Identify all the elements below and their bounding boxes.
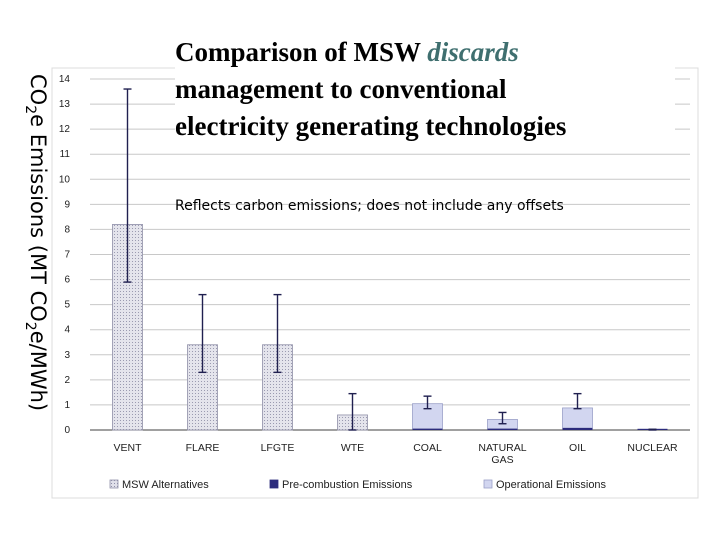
y-label-part-2: e Emissions (MT CO [26,114,50,322]
y-tick-label: 3 [64,350,70,361]
legend-operational-label: Operational Emissions [496,479,607,491]
y-tick-label: 5 [64,300,70,311]
legend-msw-alternatives-label: MSW Alternatives [122,479,209,491]
title-line-1-text: Comparison of MSW [175,37,428,67]
x-tick-label: NATURAL [478,442,526,454]
title-line-1: Comparison of MSW discards [175,34,675,71]
chart-note: Reflects carbon emissions; does not incl… [175,198,564,214]
bar-pre-combustion-emissions [562,427,593,430]
y-tick-label: 1 [64,400,70,411]
x-tick-label: NUCLEAR [627,442,678,454]
x-tick-label: OIL [569,442,586,454]
y-tick-label: 9 [64,199,70,210]
title-line-2: management to conventional [175,74,507,104]
x-tick-label: FLARE [186,442,220,454]
y-tick-label: 4 [64,325,70,336]
y-tick-label: 8 [64,224,70,235]
chart-title: Comparison of MSW discards management to… [175,34,675,145]
bar-operational-emissions [562,407,593,429]
y-label-part-3: e/MWh) [26,330,50,412]
bar-pre-combustion-emissions [412,428,443,430]
y-tick-label: 2 [64,375,70,386]
y-tick-label: 6 [64,275,70,286]
y-axis-label: CO2e Emissions (MT CO2e/MWh) [22,74,50,411]
y-tick-label: 10 [59,174,71,185]
x-tick-label: LFGTE [261,442,295,454]
x-tick-label: WTE [341,442,364,454]
y-tick-label: 11 [60,149,71,160]
y-tick-label: 7 [64,250,70,261]
legend-pre-combustion-swatch [269,479,279,489]
x-tick-label: GAS [491,454,513,466]
y-label-part-1: CO [26,74,50,106]
y-label-sub-1: 2 [21,105,38,115]
title-emphasis: discards [427,37,519,67]
legend-msw-alternatives-swatch [109,479,119,489]
y-tick-label: 14 [59,74,71,85]
x-tick-label: COAL [413,442,442,454]
legend-pre-combustion-label: Pre-combustion Emissions [282,479,413,491]
y-label-sub-2: 2 [21,321,38,331]
x-tick-label: VENT [113,442,142,454]
y-tick-label: 13 [59,99,71,110]
title-line-3: electricity generating technologies [175,111,567,141]
bar-pre-combustion-emissions [487,428,518,430]
legend-operational-swatch [483,479,493,489]
y-tick-label: 12 [59,124,71,135]
y-tick-label: 0 [64,425,70,436]
